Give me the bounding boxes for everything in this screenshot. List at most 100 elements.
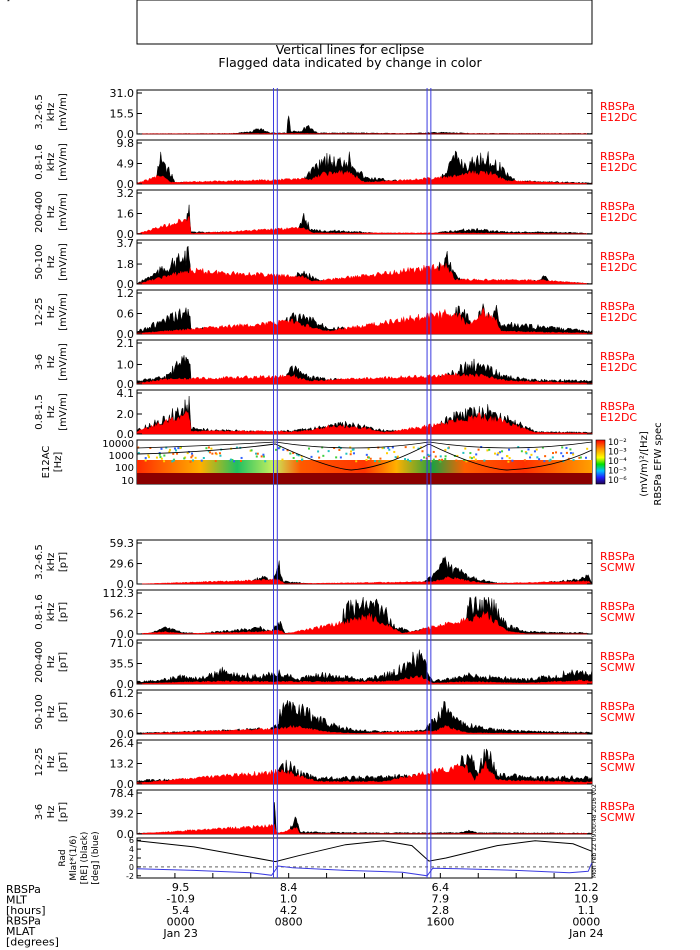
speckle [210,447,213,450]
speckle [447,447,450,450]
peak-trace [136,649,593,685]
speckle [378,460,381,463]
speckle [578,456,581,459]
speckle [177,447,180,450]
speckle [173,447,176,450]
y-tick-label: 71.0 [110,637,135,650]
speckle [565,446,568,449]
speckle [404,446,407,449]
speckle [352,452,355,455]
panel-scm-0.8-1.5 [136,0,593,45]
y-tick-label: 4.1 [117,387,135,400]
speckle [469,452,472,455]
avg-trace [136,133,593,135]
spec-tick-label: 10000 [102,439,134,450]
speckle [338,446,341,449]
band-label: 0.8-1.5 [0,0,18,3]
instrument-label: SCMW [600,761,635,774]
panel-frame [136,539,593,585]
speckle [260,455,263,458]
speckle [486,449,489,452]
speckle [383,446,386,449]
speckle [441,458,444,461]
speckle [498,451,501,454]
speckle [209,451,212,454]
avg-trace [136,410,593,435]
speckle [551,456,554,459]
speckle [555,451,558,454]
y-tick-label: 61.2 [110,687,135,700]
band-label: 200-400 [34,191,45,233]
orbit-axis-label: Mlat*(1/6) [69,835,79,880]
speckle [462,451,465,454]
y-tick-label: 39.2 [110,808,135,821]
speckle [214,452,217,455]
x-column-value: Jan 24 [568,927,603,940]
panel-e12dc-3.2-6.5 [136,89,593,135]
speckle [549,458,552,461]
speckle [233,460,236,463]
speckle [388,448,391,451]
y-tick-label: 9.8 [117,137,135,150]
flag-note: Flagged data indicated by change in colo… [218,55,482,70]
mlat-line [136,862,593,877]
speckle [391,446,394,449]
speckle [456,454,459,457]
panel-frame [136,0,593,45]
speckle [393,450,396,453]
speckle [475,453,478,456]
band-label: 0.8-1.6 [34,144,45,179]
speckle [200,459,203,462]
speckle [218,452,221,455]
speckle [190,456,193,459]
speckle [477,448,480,451]
y-tick-label: 15.5 [110,108,135,121]
speckle [160,457,163,460]
x-column-value: 6.4 [432,881,450,894]
y-tick-label: 3.7 [117,237,135,250]
avg-trace [136,823,593,835]
speckle [561,446,564,449]
speckle [386,452,389,455]
speckle [172,459,175,462]
y-tick-label: 0.0 [117,428,135,441]
unit-label: Hz [46,406,57,419]
colorbar-tick-label: 10⁻⁶ [608,476,627,486]
speckle [351,448,354,451]
panel-scm-50-100 [136,689,593,735]
speckle [412,446,415,449]
speckle [387,446,390,449]
speckle [420,459,423,462]
orbit-tick-label: 2 [129,854,134,863]
speckle [488,448,491,451]
spec-label: [Hz] [53,452,64,473]
speckle [165,446,168,449]
unit-label: Hz [46,306,57,319]
y-tick-label: 0.0 [117,578,135,591]
avg-trace [136,724,593,735]
orbit-axis-label: Rad [58,849,68,866]
speckle [520,450,523,453]
band-label: 12-25 [34,747,45,776]
y-tick-label: 0.0 [117,228,135,241]
band-label: 50-100 [34,244,45,279]
speckle [277,447,280,450]
unit-label: Hz [46,806,57,819]
unit-label: Hz [46,356,57,369]
eclipse-note: Vertical lines for eclipse [275,42,425,57]
speckle [147,454,150,457]
x-column-value: 0800 [275,916,303,929]
speckle [552,452,555,455]
panel-scm-3.2-6.5 [136,539,593,585]
x-column-value: 2.8 [432,904,450,917]
instrument-label: E12DC [600,161,637,174]
panel-e12dc-12-25 [136,289,593,335]
colorbar-tick-label: 10⁻⁵ [608,467,627,477]
speckle [419,446,422,449]
x-column-value: 0000 [167,916,195,929]
spectrogram-band [137,460,592,473]
speckle [381,447,384,450]
y-tick-label: 1.6 [117,208,135,221]
speckle [507,460,510,463]
